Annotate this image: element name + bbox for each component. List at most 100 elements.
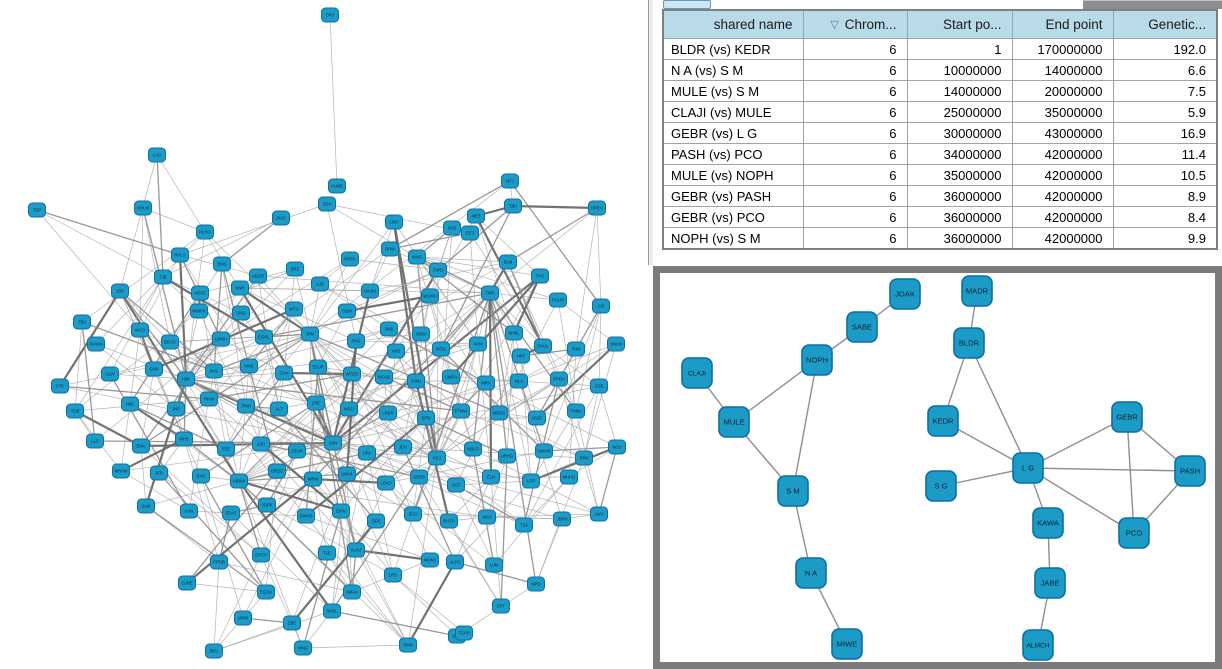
network-edge[interactable]: [416, 256, 491, 294]
network-node[interactable]: OHW: [381, 241, 399, 257]
network-edge[interactable]: [200, 475, 267, 593]
network-node[interactable]: MHS: [175, 431, 193, 447]
column-header-chrom[interactable]: ▽ Chrom...: [802, 9, 908, 39]
network-edge[interactable]: [213, 370, 240, 482]
network-node[interactable]: HGKE: [191, 285, 209, 301]
network-edge[interactable]: [416, 256, 462, 412]
network-edge[interactable]: [332, 442, 394, 576]
network-edge[interactable]: [129, 403, 227, 450]
network-node[interactable]: THN: [567, 341, 585, 357]
network-edge[interactable]: [486, 513, 600, 518]
network-edge[interactable]: [355, 333, 422, 342]
network-edge[interactable]: [355, 548, 431, 562]
network-edge[interactable]: [383, 376, 462, 412]
network-edge[interactable]: [74, 398, 210, 412]
node-JOAK[interactable]: JOAK: [889, 278, 921, 310]
network-node[interactable]: SNLM: [607, 336, 625, 352]
network-node[interactable]: GERB: [410, 469, 428, 485]
network-edge[interactable]: [120, 470, 190, 512]
network-edge[interactable]: [575, 305, 602, 412]
network-edge[interactable]: [145, 470, 278, 507]
network-edge[interactable]: [543, 446, 618, 452]
network-node[interactable]: KNR: [231, 280, 249, 296]
table-row[interactable]: BLDR (vs) KEDR 6 1 170000000 192.0: [662, 38, 1218, 60]
network-edge[interactable]: [498, 412, 585, 459]
network-node[interactable]: WJL: [205, 363, 223, 379]
network-edge[interactable]: [469, 232, 479, 345]
node-MADR[interactable]: MADR: [961, 275, 993, 307]
network-edge[interactable]: [175, 310, 200, 410]
network-edge[interactable]: [238, 402, 317, 482]
network-edge[interactable]: [317, 366, 427, 419]
network-edge[interactable]: [440, 348, 474, 450]
network-edge[interactable]: [402, 446, 456, 563]
network-edge[interactable]: [530, 410, 577, 482]
network-edge[interactable]: [305, 366, 319, 517]
cell-shared-name[interactable]: CLAJI (vs) MULE: [662, 101, 804, 123]
network-edge[interactable]: [213, 333, 311, 372]
network-node[interactable]: PHG: [347, 333, 365, 349]
cell-value[interactable]: 14000000: [1011, 59, 1114, 81]
filter-icon[interactable]: ▽: [830, 19, 839, 31]
node-JABE[interactable]: JABE: [1034, 567, 1066, 599]
network-edge[interactable]: [351, 373, 404, 448]
network-edge[interactable]: [348, 408, 492, 478]
network-edge[interactable]: [278, 408, 342, 512]
network-node[interactable]: HJMJ: [407, 373, 425, 389]
network-edge[interactable]: [309, 333, 385, 378]
table-row[interactable]: MULE (vs) NOPH 6 35000000 42000000 10.5: [662, 164, 1218, 186]
network-edge[interactable]: [331, 610, 458, 637]
node-SM[interactable]: S M: [777, 475, 809, 507]
network-edge[interactable]: [238, 473, 348, 482]
network-edge[interactable]: [509, 180, 602, 307]
network-node[interactable]: UJM: [485, 557, 503, 573]
network-node[interactable]: HLHO: [196, 224, 214, 240]
network-edge[interactable]: [208, 308, 295, 400]
network-edge[interactable]: [460, 410, 585, 459]
node-LG[interactable]: L G: [1012, 452, 1044, 484]
network-edge[interactable]: [120, 438, 185, 472]
network-edge[interactable]: [425, 417, 508, 457]
network-node[interactable]: TEE: [217, 441, 235, 457]
network-node[interactable]: SNB: [380, 321, 398, 337]
network-node[interactable]: WWPK: [190, 303, 208, 319]
network-edge[interactable]: [317, 366, 438, 459]
network-edge[interactable]: [220, 258, 351, 340]
network-edge[interactable]: [266, 504, 394, 576]
scrollbar-track-segment[interactable]: [1083, 0, 1222, 9]
network-edge[interactable]: [500, 455, 508, 607]
network-edge[interactable]: [309, 283, 321, 335]
node-PCO[interactable]: PCO: [1118, 517, 1150, 549]
network-node[interactable]: SGT: [447, 477, 465, 493]
network-edge[interactable]: [340, 417, 427, 512]
network-node[interactable]: WTDO: [343, 366, 361, 382]
network-edge[interactable]: [583, 385, 600, 459]
network-edge[interactable]: [213, 554, 262, 652]
network-edge[interactable]: [309, 258, 351, 335]
network-node[interactable]: LWH: [590, 506, 608, 522]
network-edge[interactable]: [387, 412, 474, 450]
network-edge[interactable]: [455, 484, 495, 566]
node-NOPH[interactable]: NOPH: [801, 344, 833, 376]
cell-value[interactable]: 6: [802, 164, 908, 186]
node-GEBR[interactable]: GEBR: [1111, 401, 1143, 433]
network-node[interactable]: BLM: [499, 254, 517, 270]
network-node[interactable]: WNG: [294, 640, 312, 656]
network-edge[interactable]: [598, 385, 618, 448]
network-node[interactable]: BHTR: [440, 513, 458, 529]
network-node[interactable]: AWJ: [387, 343, 405, 359]
network-node[interactable]: KHBL: [505, 325, 523, 341]
network-edge-BLDR-LG[interactable]: [968, 342, 1029, 469]
network-node[interactable]: HPEN: [588, 200, 606, 216]
network-edge[interactable]: [351, 373, 414, 515]
network-edge[interactable]: [346, 473, 353, 593]
network-edge[interactable]: [383, 343, 479, 378]
cell-value[interactable]: 36000000: [906, 227, 1013, 250]
network-edge[interactable]: [158, 472, 262, 556]
network-edge[interactable]: [36, 209, 164, 278]
network-node[interactable]: OAN: [275, 365, 293, 381]
network-edge[interactable]: [278, 408, 334, 444]
network-edge-GEBR-PCO[interactable]: [1126, 416, 1135, 534]
network-edge[interactable]: [346, 310, 462, 412]
table-row[interactable]: PASH (vs) PCO 6 34000000 42000000 11.4: [662, 143, 1218, 165]
